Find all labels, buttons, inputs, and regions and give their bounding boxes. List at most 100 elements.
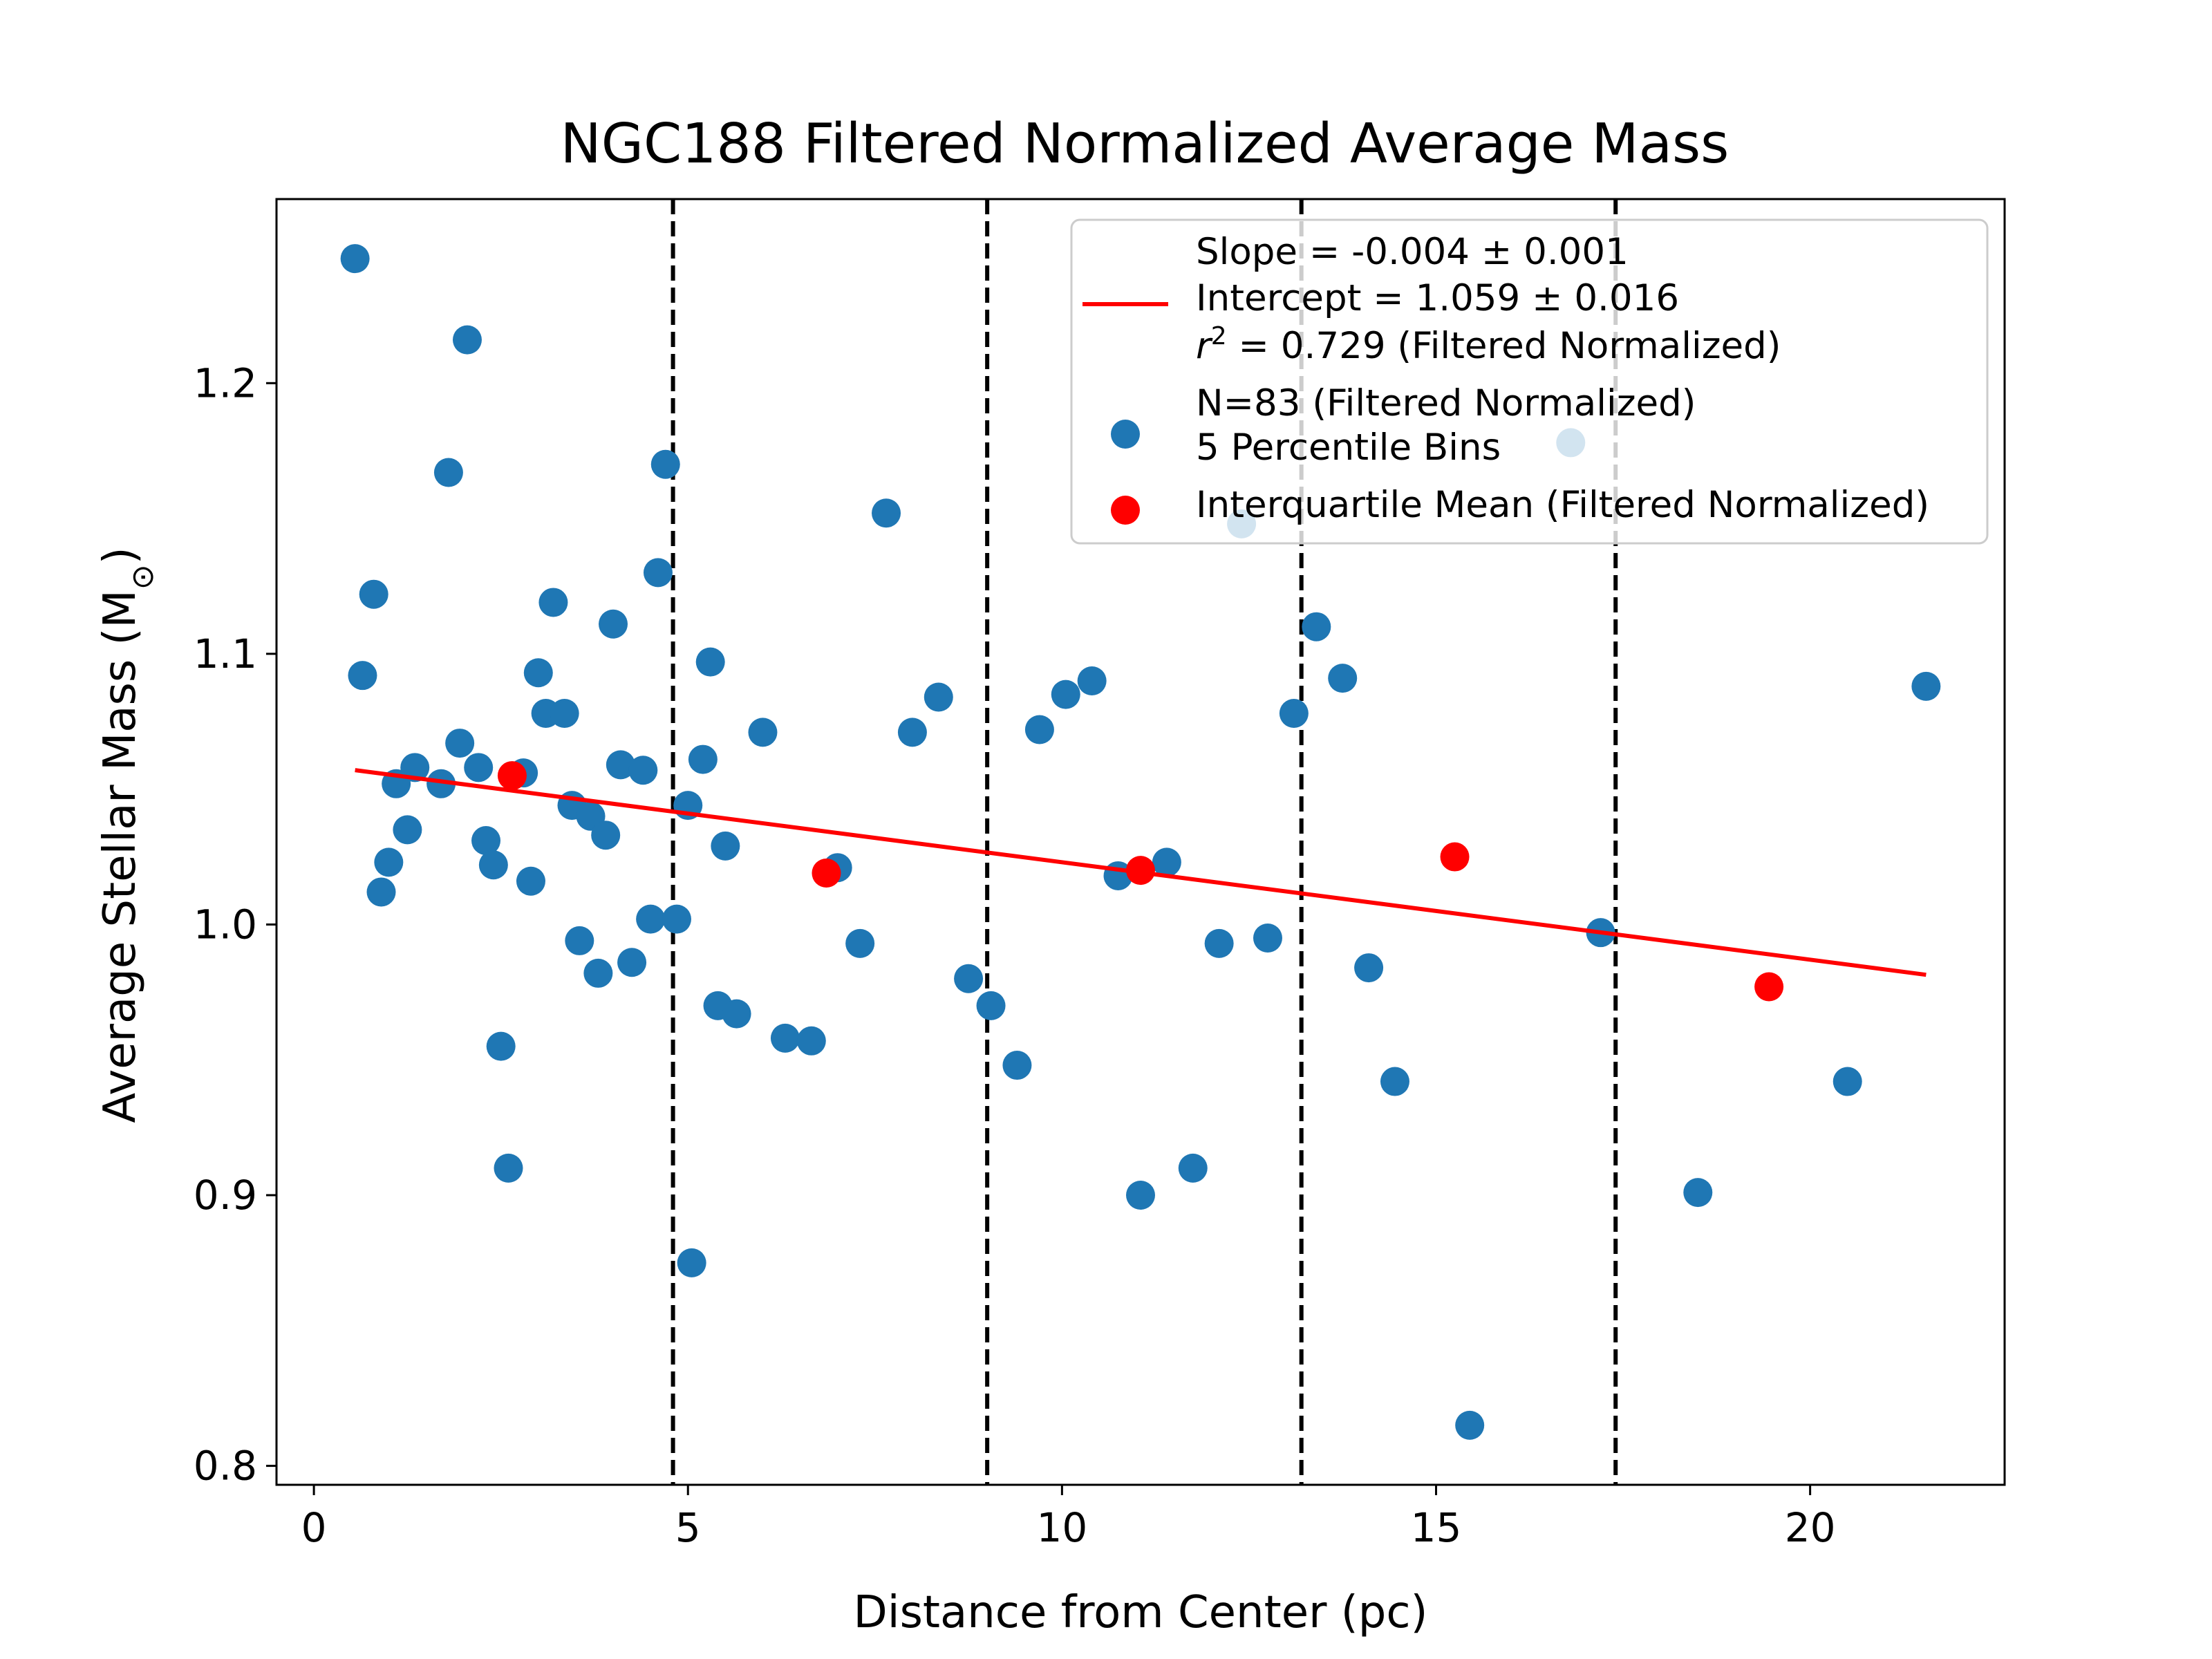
legend-fit-r2-superscript: 2 bbox=[1211, 322, 1227, 350]
scatter-point-73 bbox=[1833, 1067, 1862, 1096]
scatter-point-12 bbox=[464, 753, 494, 782]
interquartile-mean-point-4 bbox=[1754, 972, 1784, 1002]
x-tick-label-4: 20 bbox=[1785, 1504, 1836, 1551]
scatter-point-38 bbox=[688, 744, 718, 774]
legend-fit-r2: r2 = 0.729 (Filtered Normalized) bbox=[1196, 322, 1781, 368]
x-axis-label: Distance from Center (pc) bbox=[854, 1587, 1428, 1638]
scatter-point-47 bbox=[845, 928, 875, 958]
scatter-point-9 bbox=[433, 458, 463, 487]
scatter-point-58 bbox=[1126, 1181, 1155, 1210]
scatter-point-65 bbox=[1302, 612, 1331, 641]
interquartile-mean-point-1 bbox=[812, 859, 841, 888]
chart-title: NGC188 Filtered Normalized Average Mass bbox=[561, 112, 1730, 176]
legend-scatter-marker bbox=[1111, 420, 1140, 449]
scatter-point-6 bbox=[393, 815, 422, 845]
scatter-point-63 bbox=[1253, 924, 1282, 953]
legend-fit-slope: Slope = -0.004 ± 0.001 bbox=[1196, 231, 1629, 273]
scatter-point-0 bbox=[340, 244, 370, 274]
scatter-point-54 bbox=[1024, 715, 1054, 744]
scatter-point-44 bbox=[770, 1023, 800, 1053]
y-tick-label-0: 0.8 bbox=[194, 1443, 257, 1490]
axes-frame bbox=[275, 198, 2006, 1486]
scatter-point-4 bbox=[374, 847, 404, 877]
scatter-point-19 bbox=[523, 658, 553, 688]
scatter-point-60 bbox=[1178, 1153, 1208, 1183]
x-tick-label-0: 0 bbox=[301, 1504, 327, 1551]
x-tick-label-3: 15 bbox=[1411, 1504, 1462, 1551]
scatter-point-43 bbox=[748, 718, 778, 747]
scatter-point-51 bbox=[954, 964, 984, 993]
scatter-point-74 bbox=[1911, 671, 1941, 701]
scatter-point-48 bbox=[872, 498, 901, 528]
legend-scatter-count: N=83 (Filtered Normalized) bbox=[1196, 382, 1696, 424]
data-points bbox=[340, 244, 1941, 1440]
scatter-point-49 bbox=[897, 718, 927, 747]
y-tick-label-1: 0.9 bbox=[194, 1172, 257, 1219]
legend-frame bbox=[1070, 218, 1989, 545]
scatter-point-35 bbox=[662, 904, 692, 934]
scatter-point-64 bbox=[1279, 699, 1309, 728]
x-axis-ticks: 0 5 10 15 20 bbox=[301, 1485, 1836, 1551]
scatter-point-41 bbox=[711, 831, 740, 861]
legend-fit-r2-symbol: r bbox=[1196, 325, 1213, 367]
scatter-point-3 bbox=[366, 877, 396, 907]
scatter-point-50 bbox=[924, 682, 953, 712]
scatter-point-72 bbox=[1683, 1178, 1713, 1208]
scatter-point-16 bbox=[494, 1153, 523, 1183]
scatter-point-30 bbox=[617, 948, 647, 977]
scatter-point-55 bbox=[1051, 679, 1080, 709]
scatter-point-32 bbox=[636, 904, 666, 934]
scatter-point-68 bbox=[1380, 1067, 1409, 1096]
legend-iq-label: Interquartile Mean (Filtered Normalized) bbox=[1196, 484, 1929, 526]
scatter-point-66 bbox=[1328, 664, 1358, 693]
scatter-point-28 bbox=[599, 609, 628, 639]
scatter-point-56 bbox=[1077, 666, 1107, 696]
scatter-point-22 bbox=[550, 699, 579, 728]
scatter-point-21 bbox=[538, 588, 568, 617]
interquartile-mean-point-2 bbox=[1126, 856, 1155, 885]
scatter-point-18 bbox=[516, 866, 545, 896]
y-axis-label: Average Stellar Mass (M⊙) bbox=[95, 547, 160, 1123]
y-tick-label-2: 1.0 bbox=[194, 901, 257, 948]
scatter-point-15 bbox=[486, 1031, 516, 1061]
scatter-point-69 bbox=[1455, 1410, 1485, 1440]
scatter-point-37 bbox=[677, 1248, 706, 1277]
scatter-point-24 bbox=[565, 926, 594, 955]
interquartile-mean-point-0 bbox=[497, 761, 527, 791]
scatter-point-61 bbox=[1204, 928, 1234, 958]
y-axis-label-subscript: ⊙ bbox=[125, 564, 160, 590]
legend: Slope = -0.004 ± 0.001 Intercept = 1.059… bbox=[1070, 218, 1989, 545]
y-axis-label-close: ) bbox=[95, 547, 146, 564]
y-tick-label-3: 1.1 bbox=[194, 630, 257, 677]
scatter-point-2 bbox=[359, 579, 388, 609]
scatter-point-8 bbox=[427, 769, 456, 798]
x-tick-label-2: 10 bbox=[1036, 1504, 1087, 1551]
legend-fit-intercept: Intercept = 1.059 ± 0.016 bbox=[1196, 277, 1679, 319]
y-tick-label-4: 1.2 bbox=[194, 359, 257, 406]
y-axis-ticks: 0.8 0.9 1.0 1.1 1.2 bbox=[194, 359, 276, 1490]
scatter-point-67 bbox=[1354, 953, 1384, 983]
scatter-point-53 bbox=[1002, 1051, 1032, 1080]
legend-fit-r2-value: = 0.729 (Filtered Normalized) bbox=[1227, 325, 1781, 367]
scatter-point-10 bbox=[445, 729, 475, 758]
scatter-point-1 bbox=[348, 661, 377, 691]
scatter-point-11 bbox=[452, 325, 482, 355]
scatter-point-45 bbox=[796, 1026, 826, 1056]
scatter-point-29 bbox=[606, 750, 635, 780]
scatter-point-26 bbox=[583, 958, 613, 988]
scatter-point-31 bbox=[628, 756, 658, 785]
scatter-point-59 bbox=[1152, 847, 1181, 877]
x-tick-label-1: 5 bbox=[675, 1504, 701, 1551]
scatter-point-27 bbox=[591, 821, 621, 850]
scatter-point-13 bbox=[471, 826, 501, 856]
scatter-point-14 bbox=[478, 850, 508, 880]
scatter-point-34 bbox=[650, 449, 680, 479]
legend-scatter-bins: 5 Percentile Bins bbox=[1196, 427, 1501, 469]
legend-iq-marker bbox=[1111, 496, 1140, 525]
scatter-point-33 bbox=[643, 558, 673, 588]
scatter-point-7 bbox=[400, 753, 430, 782]
scatter-point-39 bbox=[695, 647, 725, 677]
interquartile-mean-point-3 bbox=[1440, 842, 1470, 872]
fit-line-layer bbox=[355, 768, 1927, 977]
